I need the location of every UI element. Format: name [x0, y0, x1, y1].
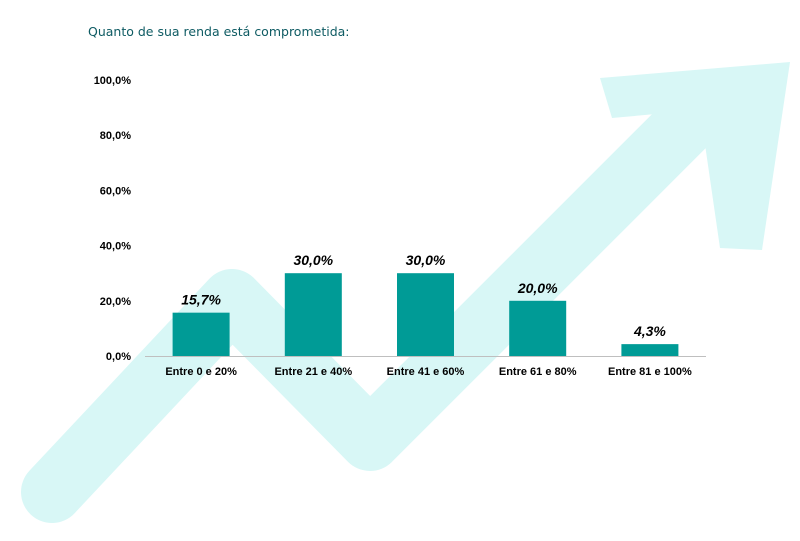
- bars: [172, 273, 679, 356]
- y-axis-ticks: 0,0% 20,0% 40,0% 60,0% 80,0% 100,0%: [94, 75, 132, 363]
- x-tick-label: Entre 61 e 80%: [499, 366, 577, 378]
- value-labels: 15,7% 30,0% 30,0% 20,0% 4,3%: [181, 252, 666, 339]
- chart-subtitle: Quanto de sua renda está comprometida:: [88, 24, 350, 39]
- bar: [172, 312, 230, 356]
- bar: [509, 300, 567, 356]
- y-tick-label: 80,0%: [100, 130, 131, 142]
- y-tick-label: 20,0%: [100, 296, 131, 308]
- y-tick-label: 40,0%: [100, 241, 131, 253]
- trend-arrow-background: [21, 62, 790, 523]
- y-tick-label: 0,0%: [106, 351, 131, 363]
- bar: [397, 273, 454, 356]
- bar-value-label: 20,0%: [517, 280, 558, 296]
- trend-arrow-shaft: [21, 79, 731, 523]
- y-tick-label: 60,0%: [100, 185, 131, 197]
- x-tick-label: Entre 21 e 40%: [274, 366, 352, 378]
- bar: [284, 273, 342, 356]
- x-tick-label: Entre 0 e 20%: [165, 366, 237, 378]
- trend-arrow-head: [600, 62, 790, 250]
- bar-value-label: 15,7%: [181, 292, 221, 308]
- bar: [621, 344, 679, 356]
- x-axis-ticks: Entre 0 e 20% Entre 21 e 40% Entre 41 e 60…: [165, 366, 692, 378]
- bar-value-label: 4,3%: [633, 323, 666, 339]
- x-tick-label: Entre 41 e 60%: [387, 366, 465, 378]
- bar-value-label: 30,0%: [293, 252, 333, 268]
- bar-value-label: 30,0%: [406, 252, 446, 268]
- y-tick-label: 100,0%: [94, 75, 132, 87]
- x-tick-label: Entre 81 e 100%: [608, 366, 692, 378]
